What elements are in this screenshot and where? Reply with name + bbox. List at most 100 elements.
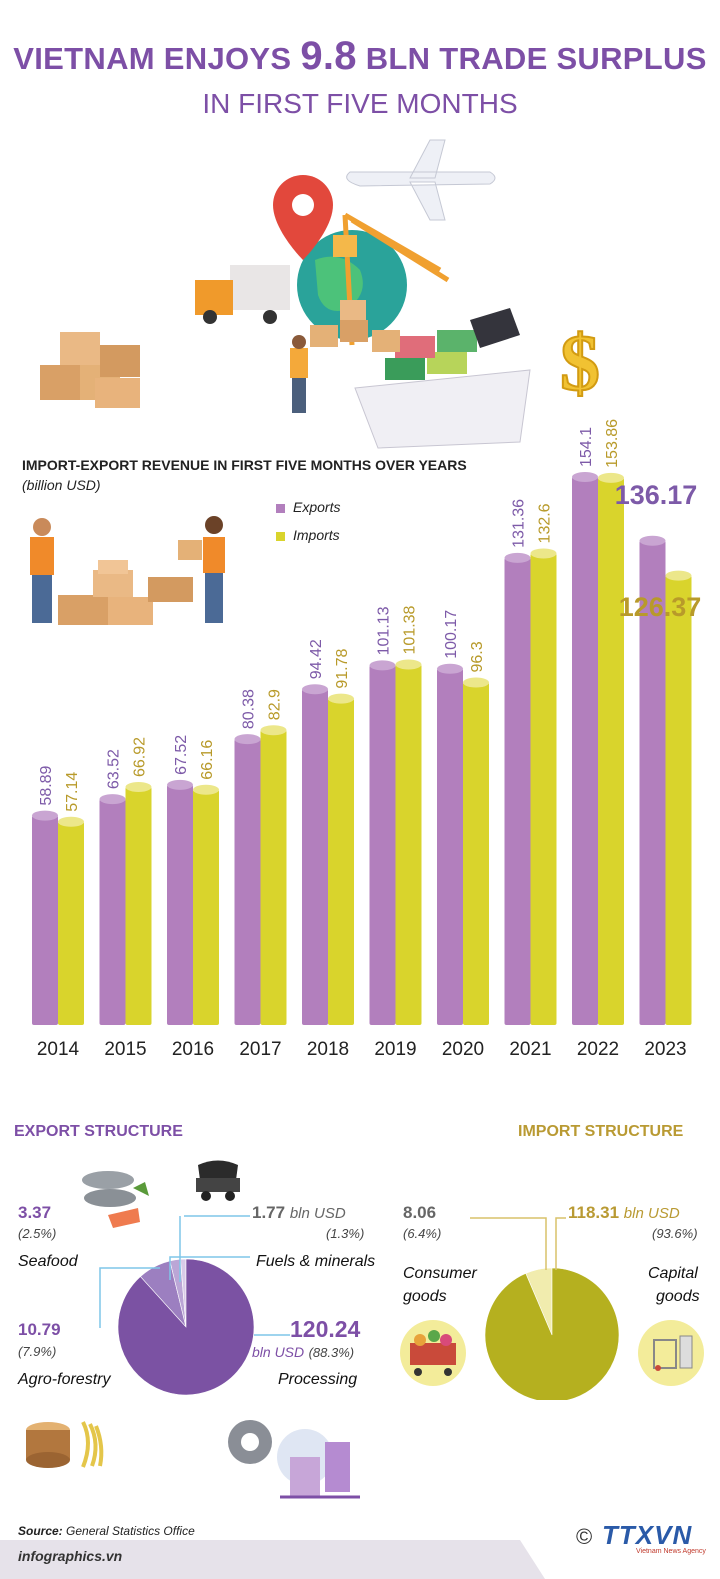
import-value-label-2019: 101.38: [402, 605, 419, 654]
import-bar-cap-2017: [260, 725, 287, 736]
fuels-pct: (1.3%): [326, 1226, 365, 1241]
box-pile-icon: [40, 365, 80, 400]
ttxvn-logo-sub: Vietnam News Agency: [636, 1548, 706, 1555]
agro-label: Agro-forestry: [18, 1371, 111, 1388]
export-bar-cap-2017: [234, 734, 261, 745]
capital-value: 118.31: [568, 1203, 620, 1222]
import-bar-cap-2019: [395, 659, 422, 670]
export-bar-2020: [437, 668, 463, 1025]
dollar-icon: $: [560, 320, 600, 408]
shopping-cart-icon: [400, 1320, 466, 1386]
ttxvn-logo: TTXVN: [602, 1520, 693, 1550]
year-label-2014: 2014: [37, 1039, 80, 1060]
consumer-value: 8.06: [403, 1203, 437, 1222]
truck-icon: [230, 265, 290, 310]
processing-icon: [228, 1420, 360, 1499]
capital-value-line: 118.31 bln USD: [568, 1203, 680, 1223]
seafood-pct: (2.5%): [18, 1226, 57, 1241]
export-value-label-2017: 80.38: [241, 689, 258, 729]
export-value-label-2016: 67.52: [173, 735, 190, 775]
consumer-pct: (6.4%): [403, 1226, 442, 1241]
year-label-2019: 2019: [374, 1039, 416, 1060]
year-label-2022: 2022: [577, 1039, 619, 1060]
import-value-label-2018: 91.78: [334, 648, 351, 688]
agro-leader: [99, 1267, 160, 1328]
bar-chart: 58.89 57.14 2014 63.52 66.92 2015 67.52 66.16 20…: [32, 419, 702, 1060]
export-bar-cap-2021: [504, 552, 531, 563]
copyright-icon: ©: [576, 1524, 593, 1549]
import-structure-title: IMPORT STRUCTURE: [518, 1123, 684, 1140]
import-bar-2018: [328, 698, 354, 1025]
export-bar-cap-2015: [99, 794, 126, 805]
source-text: General Statistics Office: [66, 1524, 195, 1538]
page-subtitle: IN FIRST FIVE MONTHS: [202, 88, 518, 119]
processing-slice: [117, 1258, 255, 1396]
location-pin-icon: [273, 175, 333, 260]
import-bar-2022: [598, 477, 624, 1025]
chart-unit: (billion USD): [22, 477, 101, 493]
import-bar-cap-2022: [598, 472, 624, 483]
processing-pct: (88.3%): [308, 1345, 355, 1360]
export-bar-2021: [504, 557, 531, 1025]
fuels-value: 1.77: [252, 1203, 286, 1222]
coal-cart-icon: [196, 1160, 240, 1201]
import-bar-2021: [530, 553, 557, 1025]
import-value-label-2015: 66.92: [132, 737, 149, 777]
import-bar-cap-2014: [58, 816, 84, 827]
legend-exports-swatch: [276, 503, 285, 513]
import-bar-cap-2023: [665, 570, 692, 581]
import-bar-2023: [665, 575, 692, 1025]
capital-label-1: Capital: [648, 1265, 698, 1282]
export-value-label-2014: 58.89: [38, 765, 55, 805]
source-label: Source:: [18, 1524, 63, 1538]
export-value-label-2022: 154.1: [578, 427, 595, 467]
year-label-2018: 2018: [307, 1039, 349, 1060]
import-bar-2014: [58, 821, 84, 1025]
agro-value: 10.79: [18, 1320, 61, 1339]
chart-title: IMPORT-EXPORT REVENUE IN FIRST FIVE MONT…: [22, 457, 467, 473]
import-value-label-2021: 132.6: [537, 503, 554, 543]
import-value-label-2017: 82.9: [267, 689, 284, 720]
source-note: Source: General Statistics Office: [18, 1524, 195, 1538]
import-bar-cap-2016: [193, 784, 219, 795]
import-bar-2015: [125, 787, 152, 1025]
export-bar-2017: [234, 739, 261, 1025]
agro-icon: [26, 1421, 104, 1468]
import-value-label-2022: 153.86: [604, 419, 621, 468]
import-pie-chart: [470, 1217, 620, 1400]
site-label: infographics.vn: [18, 1548, 123, 1564]
import-bar-2020: [463, 682, 489, 1025]
export-value-label-2015: 63.52: [106, 749, 123, 789]
export-bar-2022: [572, 477, 598, 1025]
export-value-label-2020: 100.17: [443, 610, 460, 659]
fuels-label: Fuels & minerals: [256, 1253, 376, 1270]
consumer-leader: [470, 1217, 547, 1270]
export-bar-cap-2023: [639, 535, 666, 546]
trade-illustration: $: [40, 139, 601, 449]
import-bar-2017: [260, 730, 287, 1025]
import-value-label-2023: 126.37: [619, 592, 702, 622]
machine-icon: [638, 1320, 704, 1386]
export-bar-2016: [167, 784, 193, 1025]
export-bar-2015: [99, 799, 126, 1025]
seafood-value: 3.37: [18, 1203, 52, 1222]
consumer-label-2: goods: [403, 1288, 447, 1305]
export-bar-cap-2022: [572, 472, 598, 482]
fuels-unit: bln USD: [289, 1205, 346, 1222]
export-pie-chart: [99, 1215, 290, 1396]
year-label-2020: 2020: [442, 1039, 484, 1060]
export-bar-2018: [302, 689, 328, 1025]
export-bar-cap-2014: [32, 810, 58, 821]
import-value-label-2016: 66.16: [199, 740, 216, 780]
legend-imports: Imports: [276, 527, 340, 543]
workers-illustration: [30, 516, 225, 625]
import-value-label-2020: 96.3: [469, 641, 486, 672]
title-number: 9.8: [300, 34, 357, 78]
processing-detail: bln USD (88.3%): [252, 1344, 354, 1362]
capital-slice: [484, 1267, 620, 1400]
export-value-label-2023: 136.17: [615, 480, 698, 510]
processing-label: Processing: [278, 1371, 358, 1388]
export-structure-title: EXPORT STRUCTURE: [14, 1123, 183, 1140]
legend-exports-label: Exports: [293, 499, 341, 515]
capital-label-2: goods: [656, 1288, 700, 1305]
